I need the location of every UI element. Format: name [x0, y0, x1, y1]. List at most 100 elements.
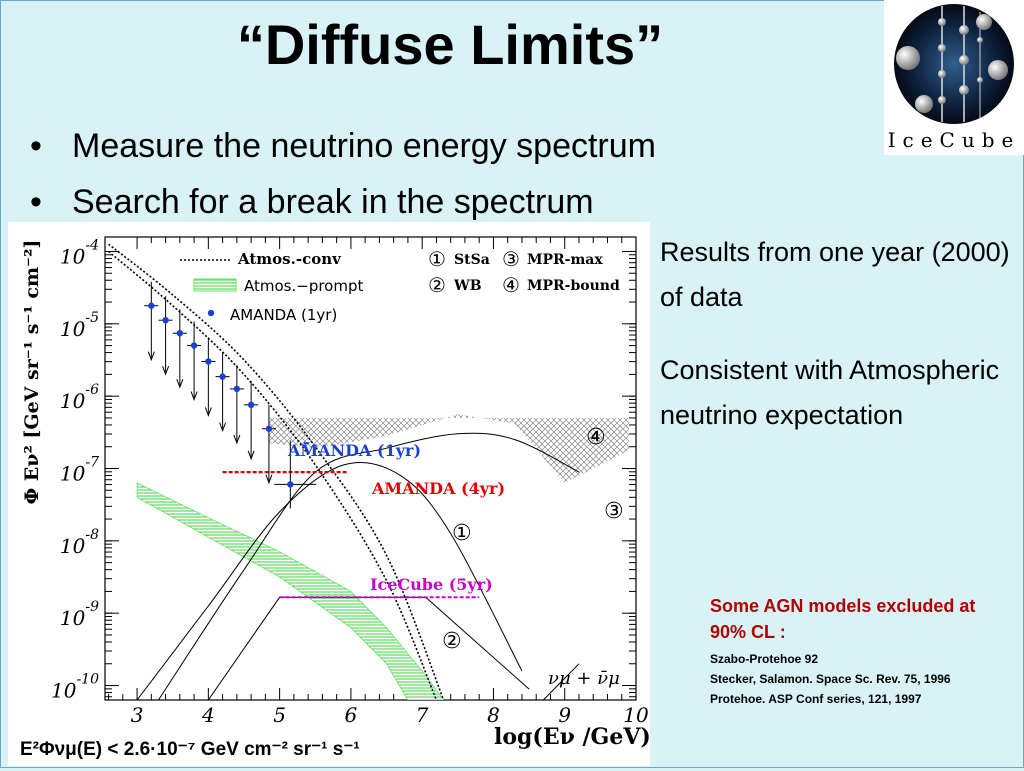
y-tick-base: 10	[60, 317, 86, 341]
y-tick-base: 10	[60, 462, 86, 486]
x-tick-label: 10	[623, 703, 649, 727]
legend-model-marker: ①	[428, 247, 446, 271]
x-tick-label: 4	[201, 703, 215, 727]
amanda-limit-arrow	[176, 379, 184, 389]
x-tick-label: 6	[345, 703, 358, 727]
x-tick-label: 7	[416, 703, 429, 727]
legend-amanda-marker	[207, 309, 215, 317]
amanda-data-point	[205, 358, 212, 365]
plot-area	[108, 243, 629, 700]
x-tick-label: 5	[273, 703, 286, 727]
results-paragraph: Results from one year (2000) of data	[660, 237, 1010, 312]
reference-item: Stecker, Salamon. Space Sc. Rev. 75, 199…	[710, 672, 951, 686]
y-tick-base: 10	[60, 534, 86, 558]
curve-marker-3: ③	[604, 499, 624, 524]
y-tick-exponent: -5	[85, 310, 99, 326]
y-tick-exponent: -6	[85, 382, 99, 398]
consistency-paragraph: Consistent with Atmospheric neutrino exp…	[660, 355, 1000, 430]
y-tick-exponent: -4	[85, 237, 99, 253]
amanda-data-point	[287, 481, 294, 488]
atmos-prompt-band	[136, 482, 445, 700]
mpr-bound-region	[268, 414, 629, 483]
y-tick-exponent: -8	[85, 527, 99, 543]
y-tick-label: 10-6	[60, 382, 99, 413]
bullet-item: • Measure the neutrino energy spectrum	[30, 118, 656, 174]
legend-prompt-swatch	[193, 278, 237, 292]
y-tick-base: 10	[60, 244, 86, 268]
x-axis-label: log(Eν /GeV)	[494, 724, 650, 750]
amanda-data-point	[219, 373, 226, 380]
legend-prompt-label: Atmos.−prompt	[244, 277, 363, 295]
amanda-limit-arrow	[147, 351, 155, 362]
y-tick-exponent: -7	[85, 455, 99, 471]
amanda-limit-arrow	[190, 391, 198, 401]
legend-model-marker: ③	[502, 247, 520, 271]
model-curve	[542, 663, 580, 700]
y-tick-base: 10	[60, 389, 86, 413]
reference-item: Szabo-Protehoe 92	[710, 652, 819, 666]
y-tick-label: 10-9	[60, 599, 99, 630]
y-tick-base: 10	[60, 606, 86, 630]
model-curve	[136, 461, 523, 700]
bullet-item: • Search for a break in the spectrum	[30, 174, 656, 230]
limit-formula: E²Φνμ(E) < 2.6·10⁻⁷ GeV cm⁻² sr⁻¹ s⁻¹	[20, 739, 360, 760]
amanda-data-point	[233, 385, 241, 393]
icecube-logo-icon	[894, 4, 1014, 124]
spacer	[660, 320, 1020, 348]
x-tick-label: 9	[558, 703, 571, 727]
icecube-logo: IceCube	[884, 0, 1024, 155]
chart-panel: 3 4 5 6 7 8 9 10 10-4 10-5 10-6 10-7 10-8 10-9 10-10 At…	[8, 222, 651, 766]
amanda-data-point	[190, 342, 198, 349]
curve-marker-2: ②	[442, 629, 462, 654]
amanda-limit-arrow	[247, 450, 255, 461]
slide-title: “Diffuse Limits”	[236, 13, 664, 76]
bullet-list: • Measure the neutrino energy spectrum • S…	[30, 118, 656, 230]
x-tick-label: 3	[131, 703, 144, 727]
legend-amanda-label: AMANDA (1yr)	[230, 306, 337, 324]
agn-heading: Some AGN models excluded at 90% CL :	[710, 596, 976, 642]
diffuse-limits-chart: 3 4 5 6 7 8 9 1010-410-510-610-710-810-910-10At…	[21, 236, 651, 750]
legend-model-marker: ④	[502, 273, 520, 297]
amanda-data-point	[148, 302, 155, 309]
bullet-text: Measure the neutrino energy spectrum	[72, 127, 656, 165]
amanda-data-point	[265, 425, 273, 432]
amanda-limit-arrow	[204, 407, 212, 417]
legend-model-label: MPR-max	[527, 252, 603, 268]
legend-model-label: StSa	[454, 252, 490, 268]
amanda-limit-arrow	[233, 434, 241, 445]
y-tick-label: 10-5	[60, 310, 99, 341]
y-tick-base: 10	[51, 679, 77, 703]
amanda-limit-arrow	[265, 474, 273, 485]
amanda-limit-arrow	[219, 422, 227, 433]
legend-conv-label: Atmos.-conv	[237, 250, 342, 268]
legend-model-marker: ②	[428, 273, 446, 297]
neutrino-label: νμ + ν̄μ	[548, 668, 620, 689]
results-text: Results from one year (2000) of data Con…	[660, 230, 1020, 438]
amanda-data-point	[162, 316, 169, 324]
icecube-5yr-annotation: IceCube (5yr)	[370, 575, 493, 594]
amanda-1yr-annotation: AMANDA (1yr)	[287, 441, 421, 460]
reference-item: Protehoe. ASP Conf series, 121, 1997	[710, 692, 922, 706]
y-tick-label: 10-8	[60, 527, 99, 558]
amanda-data-point	[176, 330, 184, 337]
agn-models-box: Some AGN models excluded at 90% CL : Sza…	[710, 593, 1010, 713]
bullet-dot-icon: •	[30, 127, 42, 165]
y-axis-label: Φ Eν² [GeV sr⁻¹ s⁻¹ cm⁻²]	[21, 240, 43, 505]
curve-marker-1: ①	[452, 521, 472, 546]
atmos-conv-line	[108, 243, 445, 700]
model-curve	[158, 432, 580, 700]
legend-model-label: WB	[453, 278, 482, 294]
y-tick-label: 10-7	[60, 455, 99, 486]
x-tick-label: 8	[487, 703, 500, 727]
y-tick-label: 10-4	[60, 237, 99, 268]
amanda-4yr-annotation: AMANDA (4yr)	[371, 479, 505, 498]
logo-text: IceCube	[887, 128, 1021, 152]
curve-marker-4: ④	[586, 425, 606, 450]
y-tick-exponent: -9	[85, 599, 99, 615]
y-tick-label: 10-10	[51, 672, 99, 703]
legend-model-label: MPR-bound	[527, 278, 620, 294]
bullet-dot-icon: •	[30, 183, 42, 221]
y-tick-exponent: -10	[76, 672, 99, 688]
amanda-limit-arrow	[162, 366, 170, 376]
amanda-data-point	[247, 401, 255, 409]
